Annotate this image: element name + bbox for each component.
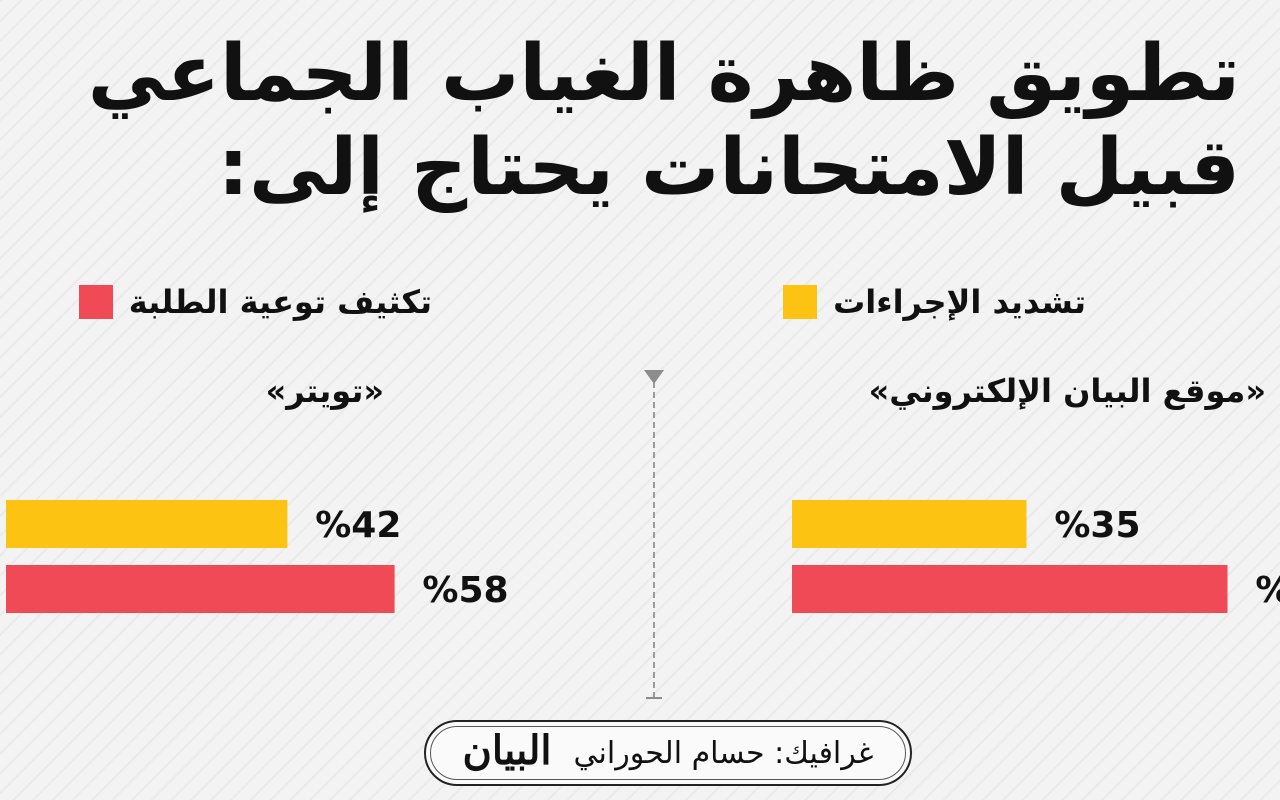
legend-swatch-yellow: [783, 285, 818, 319]
title-line-2: قبيل الامتحانات يحتاج إلى:: [217, 122, 1240, 213]
panel-title-website: «موقع البيان الإلكتروني»: [868, 372, 1266, 410]
divider-arrow-icon: [644, 370, 664, 384]
chart-title: تطويق ظاهرة الغياب الجماعي قبيل الامتحان…: [87, 28, 1240, 215]
legend-item-measures: تشديد الإجراءات: [783, 282, 1086, 322]
twitter-bar-1: [6, 500, 288, 548]
chart-website: %35 %65: [792, 500, 1280, 613]
panel-title-twitter: «تويتر»: [265, 372, 384, 410]
legend-label-measures: تشديد الإجراءات: [833, 283, 1086, 321]
website-value-label-2: %65: [1255, 570, 1280, 611]
legend-item-awareness: تكثيف توعية الطلبة: [78, 282, 432, 322]
panel-divider: [653, 382, 655, 698]
legend-swatch-red: [78, 285, 113, 319]
credit-text: غرافيك: حسام الحوراني: [573, 735, 874, 771]
divider-end-cap: [646, 697, 662, 699]
website-value-label-1: %35: [1054, 505, 1140, 546]
website-bar-2: [792, 565, 1228, 613]
albayan-logo: البيان: [462, 726, 552, 774]
twitter-value-label-1: %42: [315, 505, 401, 546]
twitter-value-label-2: %58: [422, 570, 508, 611]
title-line-1: تطويق ظاهرة الغياب الجماعي: [87, 29, 1240, 119]
website-bar-1: [792, 500, 1027, 548]
credit-badge: غرافيك: حسام الحوراني البيان: [424, 720, 912, 786]
legend-label-awareness: تكثيف توعية الطلبة: [128, 283, 432, 321]
twitter-bar-2: [6, 565, 395, 613]
chart-twitter: %42 %58: [6, 500, 509, 613]
